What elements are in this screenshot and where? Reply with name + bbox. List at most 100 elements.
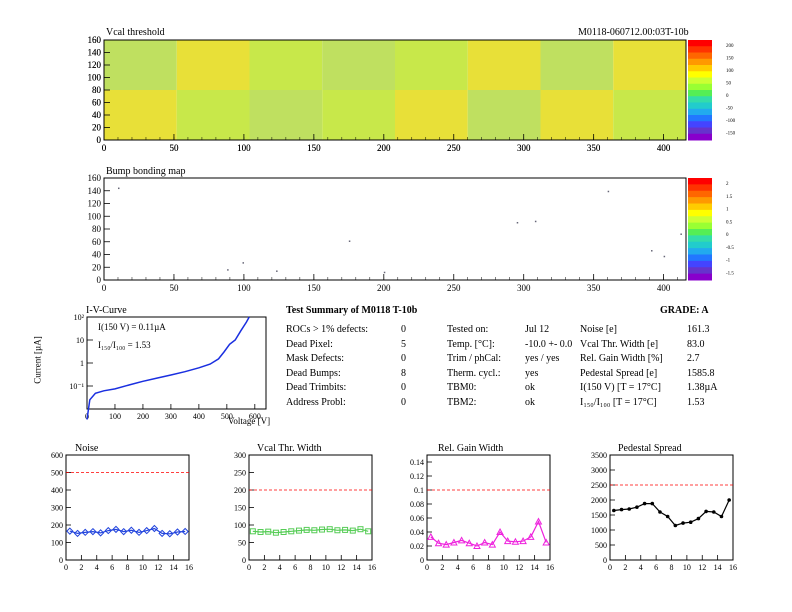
right-row: Rel. Gain Width [%] 2.7 [580, 353, 747, 367]
data-point [719, 514, 724, 519]
chart-x-tick-label: 6 [654, 563, 658, 572]
dead-bump-pixel [348, 240, 351, 242]
right-row: Pedestal Spread [e] 1585.8 [580, 368, 747, 382]
data-point [696, 516, 701, 521]
vcal-overlay-x-tick-label: 350 [587, 143, 601, 153]
data-point [688, 520, 693, 524]
chart-x-tick-label: 4 [95, 563, 99, 572]
vcal-overlay-x-tick-label: 250 [447, 143, 461, 153]
vcal-y-tick-label: 60 [92, 98, 102, 108]
data-point [704, 509, 708, 514]
vcal-palette-label: 100 [726, 69, 734, 74]
chart-1: Vcal Thr. Width 0 2 4 6 8 10 12 14 16 0 50 100 150 200… [234, 443, 376, 572]
roc-block [104, 90, 177, 140]
iv-ylabel: Current [µA] [32, 336, 43, 384]
vcal-palette-swatch [688, 46, 712, 53]
vcal-overlay-x-tick-label: 0 [102, 143, 107, 153]
chart-y-tick-label: 400 [51, 486, 63, 495]
vcal-overlay-y-tick-label: 140 [88, 48, 102, 58]
mid-row: Trim / phCal: yes / yes [447, 353, 591, 367]
chart-x-tick-label: 16 [546, 563, 554, 572]
data-point [357, 526, 364, 533]
iv-y-tick-label: 1 [80, 359, 84, 368]
bump-frame [103, 177, 687, 281]
data-point [66, 527, 74, 535]
iv-x-tick-label: 500 [221, 412, 233, 421]
chart-y-tick-label: 3500 [591, 451, 607, 460]
roc-block [322, 40, 395, 90]
bump-x-tick-label: 400 [657, 283, 671, 293]
vcal-overlay-x-tick-label: 100 [237, 143, 251, 153]
right-label: Noise [e] [580, 324, 617, 335]
mid-value: yes / yes [525, 353, 560, 364]
dead-bump-pixel [276, 270, 278, 272]
bump-y-tick-label: 140 [88, 186, 102, 196]
chart-y-tick-label: 600 [51, 451, 63, 460]
chart-y-tick-label: 250 [234, 469, 246, 478]
left-row: Mask Defects: 0 [286, 353, 406, 367]
vcal-overlay-y-tick-label: 100 [88, 73, 102, 83]
bump-palette-label: -0.5 [726, 246, 734, 251]
vcal-x-tick-label: 250 [447, 143, 461, 153]
data-point [496, 527, 504, 535]
chart-y-tick-label: 50 [238, 539, 246, 548]
chart-y-tick-label: 2500 [591, 481, 607, 490]
chart-x-tick-label: 4 [639, 563, 643, 572]
right-value: 1585.8 [687, 367, 715, 379]
left-label: Dead Trimbits: [286, 382, 347, 393]
dead-bump-pixel [663, 255, 666, 258]
left-value: 0 [401, 396, 406, 408]
mid-value: yes [525, 367, 539, 379]
right-value: 2.7 [687, 353, 700, 364]
bump-palette-label: 0 [726, 233, 729, 238]
bump-palette-swatch [688, 273, 712, 281]
data-point [303, 526, 310, 533]
chart-x-tick-label: 16 [185, 563, 193, 572]
vcal-overlay-y-tick-label: 80 [92, 85, 102, 95]
chart-x-tick-label: 0 [247, 563, 251, 572]
series-line [613, 499, 730, 527]
mid-value: -10.0 +- 0.0 [525, 338, 573, 350]
dead-bump-pixel [383, 271, 386, 274]
data-point [503, 537, 512, 545]
chart-x-tick-label: 2 [623, 563, 627, 572]
data-point [457, 536, 466, 544]
vcal-palette: 200 150 100 50 0 -50 -100 -150 [688, 40, 736, 141]
iv-annotation-current: I(150 V) = 0.11µA [98, 322, 166, 332]
right-value: 1.38µA [687, 382, 718, 393]
chart-x-tick-label: 12 [154, 563, 162, 572]
bump-palette: 2 1.5 1 0.5 0 -0.5 -1 -1.5 [688, 178, 734, 281]
right-row: I₁₅₀/I₁₀₀ [T = 17°C] 1.53 [580, 397, 747, 411]
chart-y-tick-label: 500 [51, 469, 63, 478]
vcal-palette-swatch [688, 90, 712, 97]
chart-y-tick-label: 0.1 [414, 486, 424, 495]
mid-label: Temp. [°C]: [447, 338, 495, 350]
chart-x-tick-label: 0 [425, 563, 429, 572]
bump-palette-swatch [688, 184, 712, 192]
data-point [488, 540, 497, 548]
left-row: Dead Pixel: 5 [286, 339, 406, 353]
data-point [89, 527, 97, 536]
right-label: Pedestal Spread [e] [580, 367, 658, 379]
left-label: Dead Bumps: [286, 367, 341, 379]
bump-x-tick-label: 50 [169, 283, 179, 293]
bump-palette-label: 1.5 [726, 195, 733, 200]
chart-title: Noise [75, 443, 99, 454]
data-point [81, 528, 89, 537]
chart-y-tick-label: 2000 [591, 496, 607, 505]
chart-x-tick-label: 12 [515, 563, 523, 572]
vcal-overlay-y-tick-label: 160 [88, 35, 102, 45]
vcal-y-tick-label: 120 [88, 60, 102, 70]
vcal-palette-swatch [688, 40, 712, 47]
chart-frame [248, 454, 373, 561]
bump-palette-swatch [688, 197, 712, 204]
iv-x-tick-label: 600 [249, 412, 261, 421]
vcal-palette-swatch [688, 108, 712, 116]
chart-y-tick-label: 0 [603, 556, 607, 565]
right-label: I(150 V) [T = 17°C] [580, 382, 661, 393]
data-point [73, 529, 82, 538]
data-point [526, 532, 535, 540]
bump-palette-swatch [688, 178, 712, 185]
data-point [465, 539, 474, 547]
